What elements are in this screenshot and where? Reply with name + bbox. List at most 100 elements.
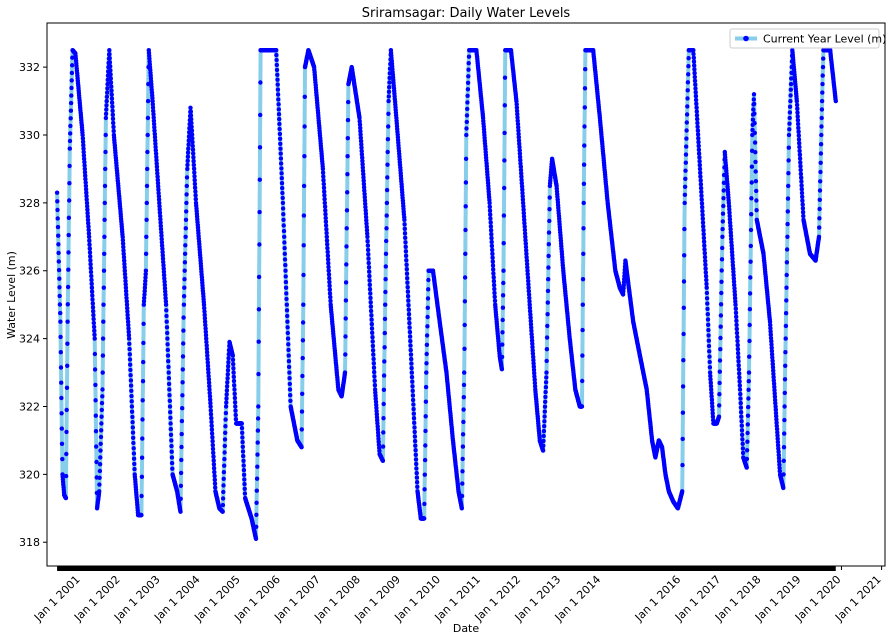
data-point [529,328,534,333]
data-point [320,166,326,172]
data-point [208,397,213,402]
y-tick-label: 330 [19,129,40,142]
data-point [727,210,732,215]
data-point [141,321,146,326]
data-point [192,174,197,179]
data-point [720,245,725,251]
data-point [193,196,198,202]
plot-area [54,48,838,541]
data-point [782,377,788,382]
data-point [84,190,89,195]
data-point [99,400,105,406]
data-point [242,491,248,496]
data-point [371,365,377,370]
data-point [68,108,74,113]
data-point [464,119,469,125]
data-point [693,82,698,87]
data-point [362,198,368,203]
data-point [130,420,135,425]
data-point [91,316,96,322]
data-point [125,316,130,321]
data-point [224,392,229,397]
data-point [462,370,467,375]
data-point [81,143,86,148]
data-point [683,168,688,173]
data-point [69,85,74,91]
data-point [787,127,792,132]
data-point [684,144,689,149]
data-point [231,378,237,384]
data-point [90,297,95,302]
data-point [752,111,757,116]
data-point [108,68,113,73]
data-point [772,391,777,396]
data-point [490,255,495,260]
data-point [101,302,106,307]
data-point [703,262,708,267]
data-point [423,414,428,419]
data-point [156,194,162,199]
data-point [795,121,801,127]
data-point [139,493,144,499]
data-point [192,181,198,187]
data-point [241,463,246,468]
data-point [57,285,62,290]
data-point [381,416,386,421]
data-point [523,244,529,250]
data-point [384,226,389,231]
data-point [422,457,428,463]
data-point [129,393,134,399]
data-point [92,367,98,372]
data-point [580,277,586,282]
data-point [180,406,185,411]
data-point [784,285,789,290]
data-point [405,289,411,294]
data-point [179,418,185,424]
data-point [140,398,145,403]
data-point [70,55,75,60]
data-point [520,200,526,206]
data-point [206,370,211,375]
data-point [108,80,114,85]
data-point [59,441,65,446]
data-point [542,409,547,414]
data-point [798,171,804,177]
data-point [698,170,703,175]
data-point [686,63,691,69]
data-point [541,438,546,444]
data-point [736,363,741,368]
data-point [358,132,363,137]
data-point [819,132,824,138]
data-point [680,384,686,389]
data-point [110,112,116,118]
data-point [412,434,418,439]
data-point [151,115,156,120]
data-point [129,409,135,414]
data-point [142,288,147,294]
legend-marker-swatch [743,35,749,42]
data-point [408,347,413,353]
data-point [57,302,63,307]
data-point [278,141,283,146]
data-point [800,198,805,203]
data-point [547,195,552,200]
data-point [732,292,738,297]
data-point [411,411,416,416]
data-point [241,458,246,463]
data-point [368,304,374,309]
data-point [546,265,551,270]
data-point [381,387,387,392]
data-point [750,127,755,133]
data-point [708,373,713,379]
data-point [530,351,536,356]
data-point [322,189,327,194]
data-point [531,358,536,363]
data-point [795,110,800,115]
data-point [278,161,284,166]
data-point [732,286,737,291]
data-point [206,373,211,379]
data-point [372,383,378,388]
data-point [343,334,348,339]
data-point [681,358,686,363]
data-point [324,234,329,239]
